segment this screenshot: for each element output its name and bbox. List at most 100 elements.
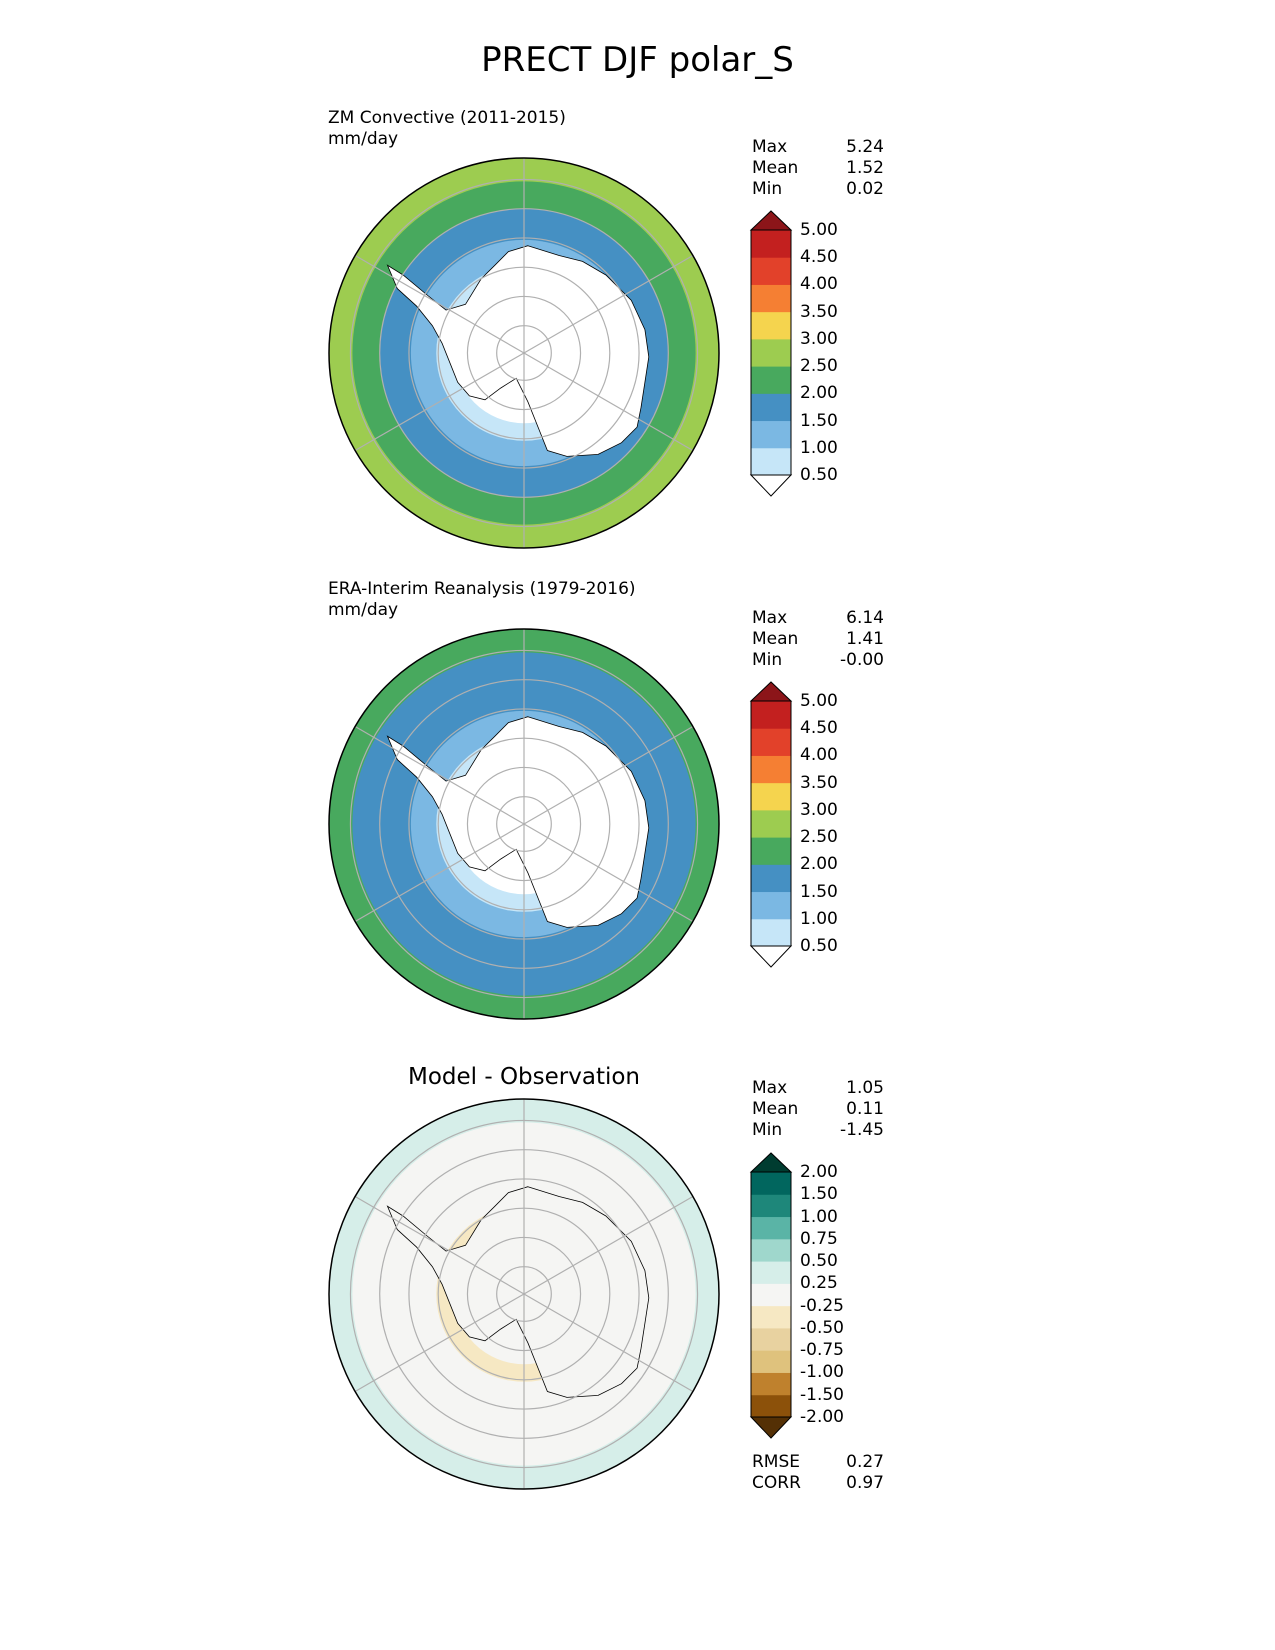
colorbar-tick-label: 0.50 <box>800 1251 838 1272</box>
stat-value: 1.05 <box>846 1078 884 1098</box>
colorbar-frame <box>750 229 792 476</box>
colorbar-segment <box>751 257 791 285</box>
colorbar-tick-label: 0.25 <box>800 1273 838 1294</box>
colorbar-tick-label: 2.00 <box>800 854 838 875</box>
meridian-gridline <box>354 1195 525 1295</box>
colorbar-segment <box>751 230 791 258</box>
panel-2-units: mm/day <box>328 600 399 620</box>
colorbar-tick-label: -0.25 <box>800 1295 844 1316</box>
colorbar-extend-min <box>749 1416 793 1439</box>
colorbar-tick-label: -2.00 <box>800 1407 844 1427</box>
stat-value: -1.45 <box>840 1120 884 1140</box>
panel-2-title: ERA-Interim Reanalysis (1979-2016) mm/da… <box>328 579 636 621</box>
stat-value: 1.52 <box>846 158 884 178</box>
colorbar-tick-label: 4.00 <box>800 745 838 766</box>
stat-label: Mean <box>752 158 799 178</box>
stat-value: 5.24 <box>846 137 884 157</box>
colorbar-tick-label: 2.50 <box>800 827 838 848</box>
colorbar-tick-label: 1.00 <box>800 437 838 458</box>
colorbar-segment <box>751 1216 791 1240</box>
colorbar-segment <box>751 338 791 367</box>
panel-1-stats: Max 5.24 Mean 1.52 Min 0.02 <box>752 137 884 200</box>
colorbar-segment <box>751 918 791 947</box>
colorbar-frame <box>750 700 792 947</box>
colorbar-tick-label: 1.50 <box>800 410 838 431</box>
colorbar-segment <box>751 1238 791 1262</box>
panel-3-title: Model - Observation <box>407 1064 641 1090</box>
colorbar-tick-label: 0.50 <box>800 936 838 956</box>
colorbar-observation: 0.50 1.00 1.50 2.00 2.50 3.00 3.50 4.00 4.50 5.00 <box>749 681 880 968</box>
colorbar-extend-max <box>749 1152 793 1173</box>
stat-label: Min <box>752 1120 783 1140</box>
colorbar-segment <box>751 1283 791 1307</box>
meridian-gridline <box>523 254 694 354</box>
polar-map-model <box>328 157 720 549</box>
colorbar-segment <box>751 1372 791 1396</box>
meridian-gridline <box>354 352 525 452</box>
colorbar-difference: -2.00 -1.50 -1.00 -0.75 -0.50 -0.25 0.25 0.50 0.… <box>749 1152 880 1439</box>
colorbar-tick-label: 0.75 <box>800 1228 838 1249</box>
colorbar-segment <box>751 393 791 422</box>
colorbar-segment <box>751 1194 791 1218</box>
colorbar-segment <box>751 1394 791 1418</box>
colorbar-tick-label: -1.50 <box>800 1384 844 1405</box>
colorbar-segment <box>751 1327 791 1351</box>
stat-label: Max <box>752 137 788 157</box>
panel-3-metrics: RMSE 0.27 CORR 0.97 <box>752 1452 884 1494</box>
map-boundary <box>328 157 720 549</box>
colorbar-tick-label: -0.75 <box>800 1340 844 1361</box>
panel-2-title-text: ERA-Interim Reanalysis (1979-2016) <box>328 579 636 599</box>
panel-1-title: ZM Convective (2011-2015) mm/day <box>328 108 566 150</box>
colorbar-frame <box>750 1171 792 1418</box>
metric-label: CORR <box>752 1473 801 1493</box>
colorbar-tick-label: -1.00 <box>800 1362 844 1383</box>
colorbar-segment <box>751 728 791 756</box>
colorbar-segment <box>751 1172 791 1195</box>
colorbar-segment <box>751 366 791 394</box>
colorbar-svg <box>749 1152 793 1439</box>
colorbar-tick-label: 5.00 <box>800 691 838 711</box>
stat-label: Max <box>752 608 788 628</box>
colorbar-tick-label: 2.00 <box>800 383 838 404</box>
metric-value: 0.27 <box>846 1452 884 1472</box>
stat-value: 6.14 <box>846 608 884 628</box>
meridian-gridline <box>354 254 525 354</box>
meridian-gridline <box>523 725 694 825</box>
stat-value: -0.00 <box>840 650 884 670</box>
metric-value: 0.97 <box>846 1473 884 1493</box>
colorbar-tick-label: 3.50 <box>800 772 838 793</box>
colorbar-segment <box>751 864 791 893</box>
antarctica-coastline <box>386 1186 650 1398</box>
colorbar-segment <box>751 809 791 838</box>
colorbar-svg <box>749 210 793 497</box>
map-boundary <box>328 1098 720 1490</box>
colorbar-tick-label: 4.50 <box>800 718 838 739</box>
colorbar-tick-label: 2.50 <box>800 356 838 377</box>
colorbar-tick-label: 1.00 <box>800 908 838 929</box>
colorbar-segment <box>751 891 791 920</box>
colorbar-tick-label: 3.00 <box>800 799 838 820</box>
colorbar-tick-label: 3.00 <box>800 328 838 349</box>
colorbar-tick-label: 1.50 <box>800 1184 838 1205</box>
map-boundary <box>328 628 720 1020</box>
colorbar-svg <box>749 681 793 968</box>
colorbar-extend-max <box>749 681 793 702</box>
colorbar-tick-label: -0.50 <box>800 1317 844 1338</box>
panel-2-stats: Max 6.14 Mean 1.41 Min -0.00 <box>752 608 884 671</box>
colorbar-segment <box>751 1305 791 1329</box>
colorbar-segment <box>751 755 791 784</box>
colorbar-tick-label: 2.00 <box>800 1162 838 1182</box>
panel-1-title-text: ZM Convective (2011-2015) <box>328 108 566 128</box>
panel-3-stats: Max 1.05 Mean 0.11 Min -1.45 <box>752 1078 884 1141</box>
meridian-gridline <box>523 1293 694 1393</box>
colorbar-model: 0.50 1.00 1.50 2.00 2.50 3.00 3.50 4.00 4.50 5.00 <box>749 210 880 497</box>
meridian-gridline <box>523 352 694 452</box>
colorbar-tick-label: 3.50 <box>800 301 838 322</box>
meridian-gridline <box>354 823 525 923</box>
stat-value: 0.02 <box>846 179 884 199</box>
colorbar-segment <box>751 837 791 865</box>
stat-label: Min <box>752 179 783 199</box>
meridian-gridline <box>523 1195 694 1295</box>
colorbar-segment <box>751 420 791 449</box>
polar-map-observation <box>328 628 720 1020</box>
